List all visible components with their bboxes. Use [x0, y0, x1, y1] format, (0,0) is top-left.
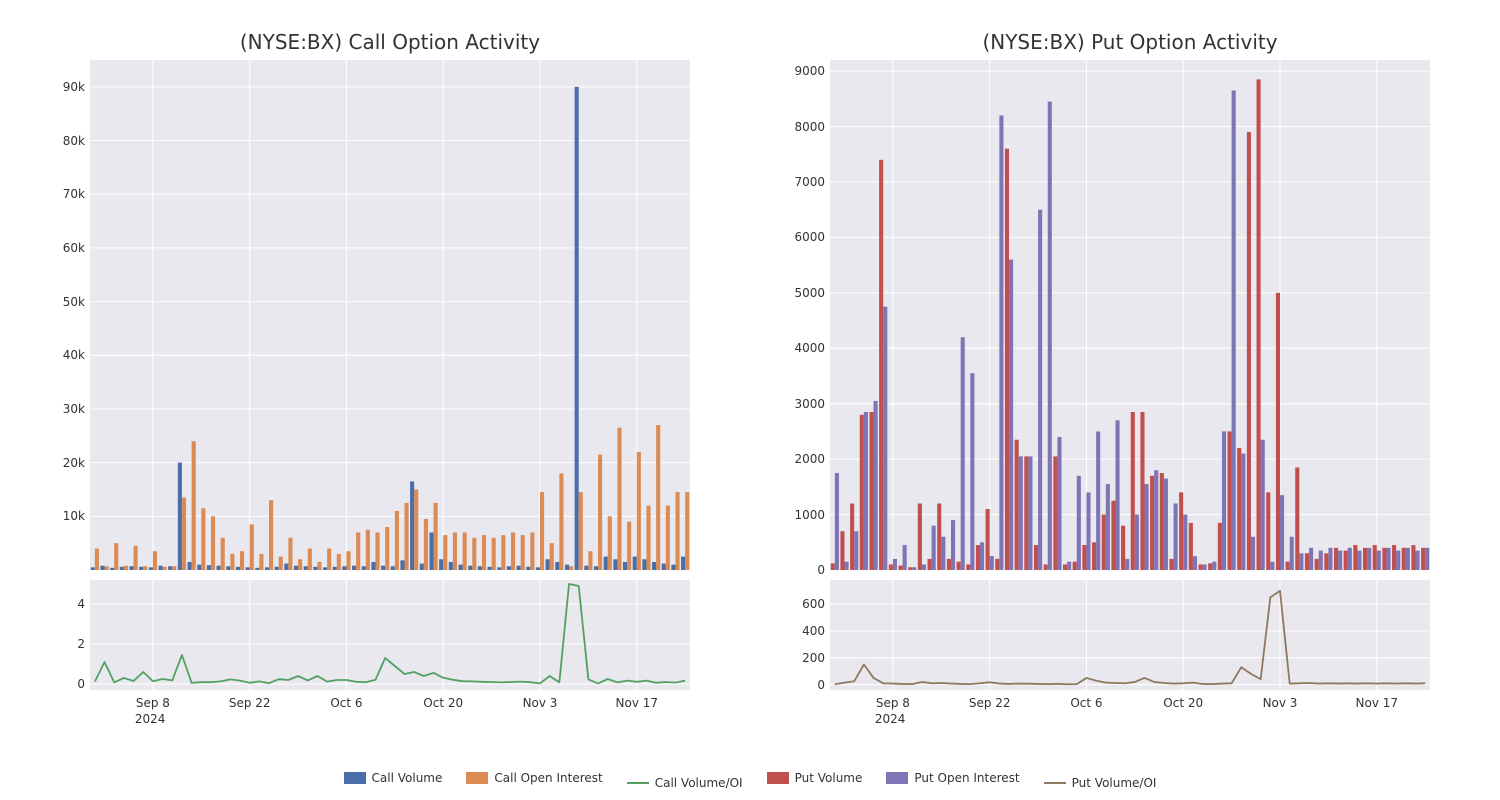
y-tick-label: 90k: [35, 80, 85, 94]
y-tick-label: 3000: [775, 397, 825, 411]
legend-swatch: [767, 772, 789, 784]
x-tick-label: Oct 6: [330, 696, 362, 710]
y-tick-label: 50k: [35, 295, 85, 309]
left-bar-panel: [90, 60, 690, 570]
y-tick-label: 9000: [775, 64, 825, 78]
legend-label: Put Open Interest: [914, 771, 1019, 785]
left-ratio-panel: [90, 580, 690, 690]
y-tick-label: 0: [775, 563, 825, 577]
y-tick-label: 8000: [775, 120, 825, 134]
x-tick-label: Oct 6: [1070, 696, 1102, 710]
legend-item: Put Open Interest: [886, 771, 1019, 785]
legend-label: Put Volume/OI: [1072, 776, 1157, 790]
legend-swatch: [344, 772, 366, 784]
x-tick-label: Nov 3: [523, 696, 558, 710]
legend-item: Put Volume/OI: [1044, 776, 1157, 790]
x-tick-label: Sep 8: [876, 696, 910, 710]
left-title: (NYSE:BX) Call Option Activity: [90, 30, 690, 54]
x-tick-label: Sep 22: [229, 696, 271, 710]
x-tick-label: Sep 8: [136, 696, 170, 710]
y-tick-label: 4: [35, 597, 85, 611]
x-tick-label: Oct 20: [1163, 696, 1203, 710]
y-tick-label: 70k: [35, 187, 85, 201]
y-tick-label: 1000: [775, 508, 825, 522]
legend-swatch: [466, 772, 488, 784]
y-tick-label: 80k: [35, 134, 85, 148]
y-tick-label: 6000: [775, 230, 825, 244]
y-tick-label: 5000: [775, 286, 825, 300]
right-bar-panel: [830, 60, 1430, 570]
y-tick-label: 60k: [35, 241, 85, 255]
y-tick-label: 200: [775, 651, 825, 665]
y-tick-label: 10k: [35, 509, 85, 523]
right-ratio-panel: [830, 580, 1430, 690]
legend-label: Call Volume: [372, 771, 443, 785]
legend-line: [1044, 782, 1066, 784]
legend: Call Volume Call Open Interest Call Volume…: [0, 771, 1500, 790]
year-label: 2024: [135, 712, 166, 726]
figure: (NYSE:BX) Call Option Activity (NYSE:BX)…: [0, 0, 1500, 800]
legend-item: Call Volume: [344, 771, 443, 785]
y-tick-label: 600: [775, 597, 825, 611]
legend-label: Call Volume/OI: [655, 776, 743, 790]
x-tick-label: Nov 17: [1356, 696, 1399, 710]
right-title: (NYSE:BX) Put Option Activity: [830, 30, 1430, 54]
legend-item: Call Open Interest: [466, 771, 602, 785]
legend-item: Call Volume/OI: [627, 776, 743, 790]
legend-label: Call Open Interest: [494, 771, 602, 785]
y-tick-label: 0: [775, 678, 825, 692]
y-tick-label: 20k: [35, 456, 85, 470]
y-tick-label: 2: [35, 637, 85, 651]
y-tick-label: 2000: [775, 452, 825, 466]
x-tick-label: Oct 20: [423, 696, 463, 710]
x-tick-label: Nov 17: [616, 696, 659, 710]
y-tick-label: 400: [775, 624, 825, 638]
year-label: 2024: [875, 712, 906, 726]
y-tick-label: 0: [35, 677, 85, 691]
legend-swatch: [886, 772, 908, 784]
y-tick-label: 7000: [775, 175, 825, 189]
y-tick-label: 4000: [775, 341, 825, 355]
y-tick-label: 40k: [35, 348, 85, 362]
y-tick-label: 30k: [35, 402, 85, 416]
legend-label: Put Volume: [795, 771, 863, 785]
legend-line: [627, 782, 649, 784]
legend-item: Put Volume: [767, 771, 863, 785]
x-tick-label: Sep 22: [969, 696, 1011, 710]
x-tick-label: Nov 3: [1263, 696, 1298, 710]
